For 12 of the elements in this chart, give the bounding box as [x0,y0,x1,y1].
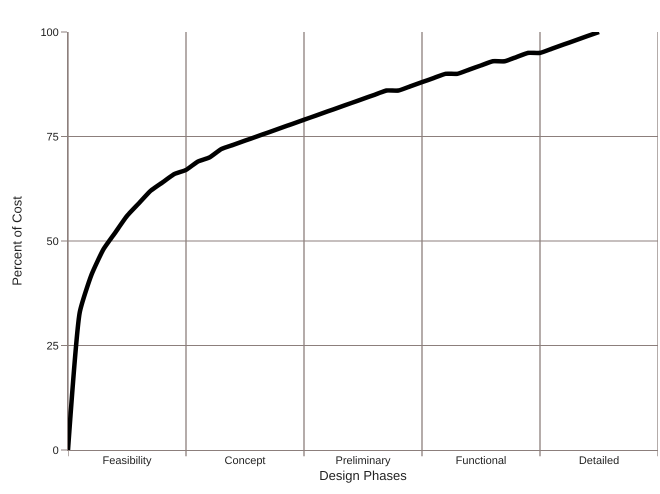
y-tick-label: 100 [40,26,59,39]
x-tick-label: Detailed [578,455,620,468]
y-tick-label: 25 [46,340,59,352]
y-tick-label: 50 [46,236,59,248]
x-tick-label: Concept [224,455,266,468]
x-tick-label: Preliminary [335,455,392,468]
x-tick-label: Feasibility [102,455,152,468]
y-tick-label: 0 [52,444,59,457]
y-axis-title: Percent of Cost [9,196,24,286]
x-tick-label: Functional [456,455,506,468]
x-axis-title: Design Phases [319,468,408,483]
y-tick-label: 75 [46,131,59,144]
